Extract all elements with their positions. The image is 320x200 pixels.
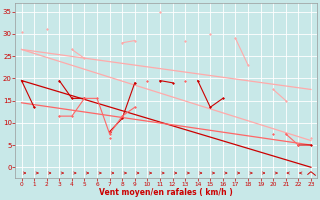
X-axis label: Vent moyen/en rafales ( km/h ): Vent moyen/en rafales ( km/h ) xyxy=(100,188,233,197)
